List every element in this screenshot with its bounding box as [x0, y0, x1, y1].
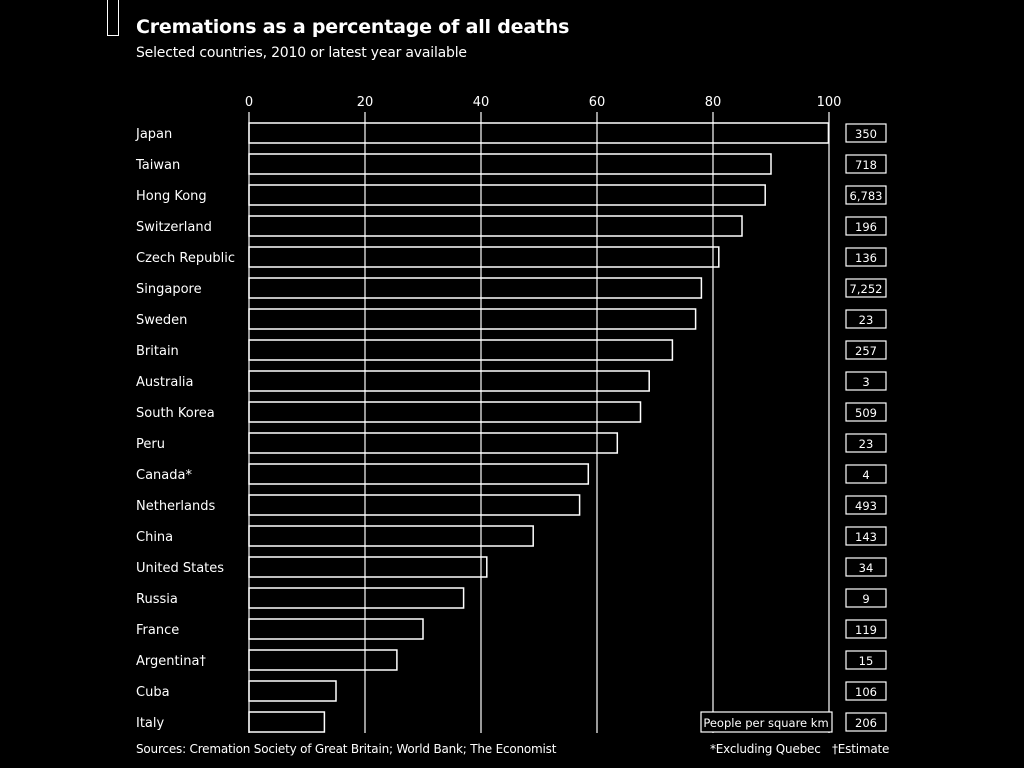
- density-box: [845, 154, 887, 174]
- category-label: Singapore: [136, 282, 202, 297]
- category-label: Switzerland: [136, 220, 212, 235]
- category-label: China: [136, 530, 173, 545]
- bar: [248, 277, 703, 299]
- density-box: [845, 402, 887, 422]
- density-value: 23: [859, 437, 874, 451]
- density-box: [845, 216, 887, 236]
- density-value: 350: [855, 127, 877, 141]
- category-label: Netherlands: [136, 499, 215, 514]
- bar: [248, 215, 743, 237]
- density-value: 106: [855, 685, 877, 699]
- tick-label: 0: [245, 95, 253, 110]
- category-label: Australia: [136, 375, 194, 390]
- density-value: 3: [862, 375, 869, 389]
- bar: [248, 153, 772, 175]
- chart-subtitle: Selected countries, 2010 or latest year …: [136, 45, 467, 61]
- density-box: [845, 619, 887, 639]
- source-note: Sources: Cremation Society of Great Brit…: [136, 742, 557, 756]
- density-legend-label: People per square km: [703, 716, 828, 730]
- brand-mark: [107, 0, 119, 36]
- density-value: 7,252: [850, 282, 883, 296]
- tick-label: 60: [589, 95, 606, 110]
- density-box: [845, 371, 887, 391]
- category-label: United States: [136, 561, 224, 576]
- density-box: [845, 464, 887, 484]
- bar: [248, 308, 697, 330]
- category-label: Czech Republic: [136, 251, 235, 266]
- category-label: Peru: [136, 437, 165, 452]
- category-label: Hong Kong: [136, 189, 207, 204]
- bar: [248, 618, 424, 640]
- chart-title: Cremations as a percentage of all deaths: [136, 16, 570, 38]
- bar: [248, 711, 326, 733]
- tick-label: 80: [705, 95, 722, 110]
- density-value: 196: [855, 220, 877, 234]
- category-label: France: [136, 623, 179, 638]
- bar: [248, 122, 830, 144]
- category-label: Italy: [136, 716, 165, 731]
- density-value: 9: [862, 592, 869, 606]
- density-box: [845, 278, 887, 298]
- tick-label: 40: [473, 95, 490, 110]
- category-label: Russia: [136, 592, 178, 607]
- density-box: [845, 526, 887, 546]
- density-value: 136: [855, 251, 877, 265]
- category-label: Britain: [136, 344, 179, 359]
- density-box: [845, 712, 887, 732]
- density-value: 509: [855, 406, 877, 420]
- bar: [248, 556, 488, 578]
- density-box: [845, 495, 887, 515]
- footnote-quebec: *Excluding Quebec: [710, 742, 821, 756]
- density-box: [845, 681, 887, 701]
- density-value: 34: [859, 561, 874, 575]
- density-box: [845, 433, 887, 453]
- density-box: [845, 185, 887, 205]
- bar: [248, 339, 674, 361]
- bar: [248, 401, 642, 423]
- bar: [248, 680, 337, 702]
- tick-label: 20: [357, 95, 374, 110]
- bar: [248, 246, 720, 268]
- density-value: 15: [859, 654, 874, 668]
- bar: [248, 184, 766, 206]
- density-value: 257: [855, 344, 877, 358]
- footnote-estimate: †Estimate: [832, 742, 890, 756]
- category-label: Canada*: [136, 468, 192, 483]
- density-value: 6,783: [850, 189, 883, 203]
- bar: [248, 463, 590, 485]
- density-box: [845, 557, 887, 577]
- bar: [248, 525, 534, 547]
- density-box: [845, 123, 887, 143]
- bar: [248, 494, 581, 516]
- bar: [248, 649, 398, 671]
- density-value: 23: [859, 313, 874, 327]
- density-box: [845, 650, 887, 670]
- density-value: 4: [862, 468, 869, 482]
- density-value: 493: [855, 499, 877, 513]
- bar: [248, 370, 650, 392]
- density-value: 206: [855, 716, 877, 730]
- category-label: Japan: [135, 127, 172, 142]
- density-box: [845, 247, 887, 267]
- category-label: South Korea: [136, 406, 215, 421]
- density-value: 119: [855, 623, 877, 637]
- density-legend-box: [700, 711, 833, 733]
- density-value: 718: [855, 158, 877, 172]
- tick-label: 100: [817, 95, 842, 110]
- category-label: Argentina†: [136, 654, 206, 669]
- category-label: Cuba: [136, 685, 170, 700]
- density-box: [845, 309, 887, 329]
- bar: [248, 587, 465, 609]
- density-value: 143: [855, 530, 877, 544]
- category-label: Sweden: [136, 313, 187, 328]
- density-box: [845, 340, 887, 360]
- category-label: Taiwan: [135, 158, 180, 173]
- bar: [248, 432, 619, 454]
- density-box: [845, 588, 887, 608]
